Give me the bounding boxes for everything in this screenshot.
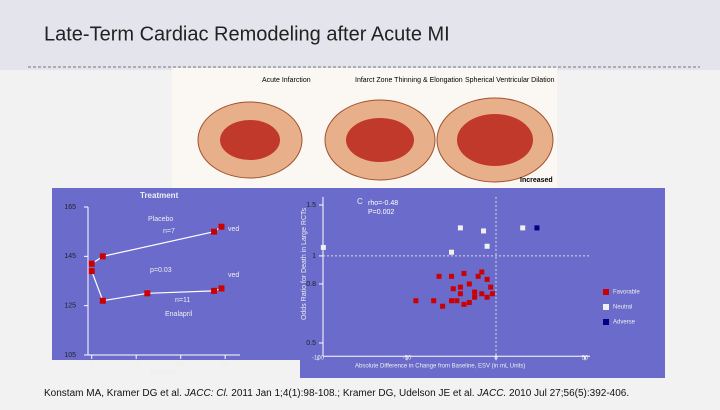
point [218, 285, 225, 292]
point [449, 249, 454, 255]
point [461, 301, 467, 307]
point [484, 243, 490, 249]
heart-label: Infarct Zone Thinning & Elongation [355, 77, 463, 84]
point [489, 291, 495, 297]
annotation: ved [228, 272, 239, 279]
point [99, 253, 106, 260]
stat: rho=-0.48 [368, 200, 398, 207]
point [484, 276, 490, 282]
citation-part: JACC: Cl. [184, 388, 229, 399]
legend-label: Adverse [613, 320, 636, 326]
slide-title: Late-Term Cardiac Remodeling after Acute… [44, 23, 450, 45]
point [457, 291, 463, 297]
heart-label: Acute Infarction [262, 77, 311, 84]
y-axis-label: Odds Ratio for Death in Large RCTs [301, 207, 308, 320]
y-tick-label: 125 [64, 303, 76, 310]
x-axis-label: Absolute Difference in Change from Basel… [355, 364, 525, 370]
x-tick-label: -100 [312, 356, 325, 362]
point [440, 303, 446, 309]
point [218, 223, 225, 230]
y-tick-label: 0.5 [306, 340, 316, 347]
point [211, 287, 218, 294]
point [211, 228, 218, 235]
y-tick-label: 1.5 [306, 202, 316, 209]
y-tick-label: 0.8 [306, 281, 316, 288]
point [449, 298, 454, 304]
x-tick-label: 12 [132, 361, 140, 368]
point [88, 268, 95, 275]
point [466, 300, 472, 306]
legend-swatch [603, 289, 609, 295]
stat: P=0.002 [368, 209, 394, 216]
annotation: n=11 [175, 297, 190, 304]
header-band [0, 0, 720, 70]
y-tick-label: 1 [312, 253, 316, 260]
citation-part: 2010 Jul 27;56(5):392-406. [506, 388, 629, 399]
point [488, 284, 494, 290]
x-tick-label: 36 [221, 361, 229, 368]
legend-swatch [603, 304, 609, 310]
point [457, 284, 463, 290]
point [457, 225, 463, 231]
heart-label: Spherical Ventricular Dilation [465, 77, 555, 84]
series-label: Enalapril [165, 311, 193, 318]
x-tick-label: 24 [177, 361, 185, 368]
heart-inner [346, 118, 414, 162]
point [144, 290, 151, 297]
citation: Konstam MA, Kramer DG et al. JACC: Cl. 2… [44, 388, 629, 399]
point [481, 228, 487, 234]
series-label: Placebo [148, 216, 173, 223]
point [449, 273, 454, 279]
citation-part: 2011 Jan 1;4(1):98-108.; Kramer DG, Udel… [229, 388, 478, 399]
point [475, 273, 481, 279]
citation-part: JACC. [476, 388, 506, 399]
y-tick-label: 165 [64, 204, 76, 211]
point [461, 270, 467, 276]
point [479, 269, 485, 275]
point [472, 294, 478, 300]
legend-label: Neutral [613, 305, 632, 311]
chart-title: Treatment [140, 191, 179, 200]
annotation: p=0.03 [150, 267, 172, 274]
x-tick-label: 0 [90, 361, 94, 368]
right-panel [300, 188, 665, 378]
citation-part: Konstam MA, Kramer DG et al. [44, 388, 185, 399]
point [520, 225, 526, 231]
heart-note: Increased [520, 177, 553, 184]
y-tick-label: 105 [64, 352, 76, 359]
point [99, 297, 106, 304]
point [479, 291, 485, 297]
panel-label: C [357, 197, 363, 206]
point [431, 298, 437, 304]
point [454, 298, 460, 304]
legend-swatch [603, 319, 609, 325]
point [320, 244, 326, 250]
point [413, 298, 419, 304]
point [484, 294, 490, 300]
heart-inner [220, 120, 280, 160]
x-tick-label: 50 [582, 356, 589, 362]
x-tick-label: 0 [494, 356, 498, 362]
point [88, 260, 95, 267]
point [450, 286, 456, 292]
legend-label: Favorable [613, 290, 640, 296]
series-line [91, 226, 222, 265]
heart-inner [457, 114, 533, 166]
annotation: n=7 [163, 228, 175, 235]
annotation: ved [228, 226, 239, 233]
point [466, 281, 472, 287]
x-axis-label: Months [150, 368, 176, 377]
hearts [197, 97, 554, 183]
y-tick-label: 145 [64, 253, 76, 260]
point [534, 225, 540, 231]
point [472, 289, 478, 295]
point [436, 273, 442, 279]
x-tick-label: -50 [403, 356, 412, 362]
